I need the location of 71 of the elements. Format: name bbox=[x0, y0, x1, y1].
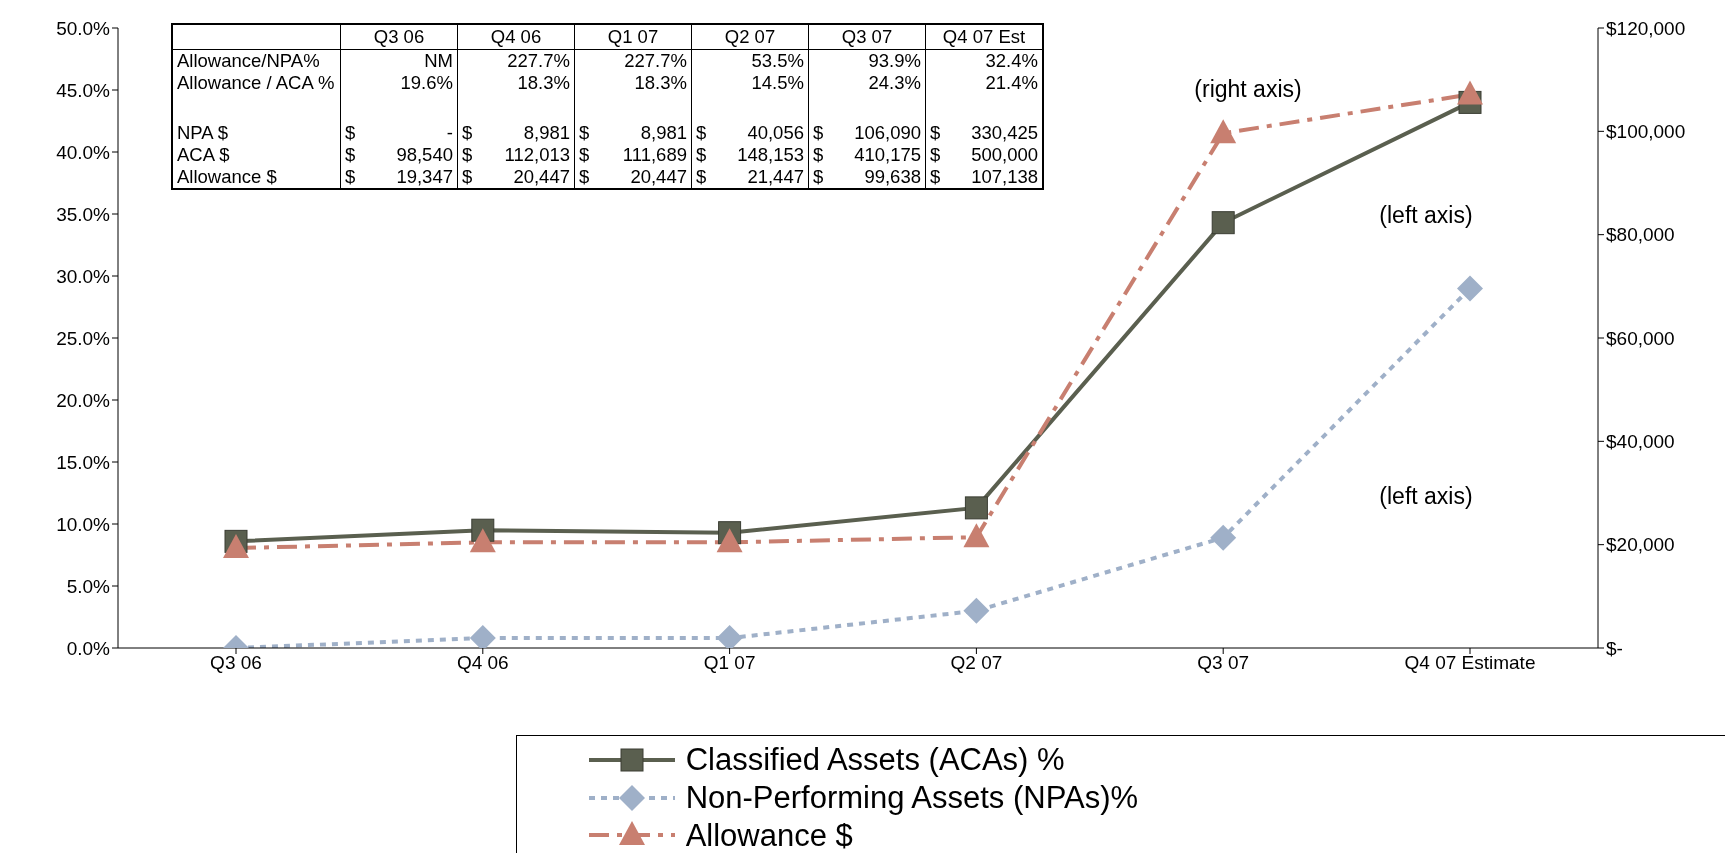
y-tick-label: 10.0% bbox=[56, 513, 111, 535]
text: $ 148,153 bbox=[696, 144, 804, 165]
annotation: Q4 06 bbox=[457, 24, 575, 50]
legend-label: Non-Performing Assets (NPAs)% bbox=[685, 779, 1139, 815]
annotation: Q2 07 bbox=[691, 24, 809, 50]
annotation: 53.5% bbox=[691, 49, 809, 72]
annotation: Allowance / ACA % bbox=[172, 72, 341, 94]
text: $ 112,013 bbox=[462, 144, 570, 165]
y2-tick-label: $100,000 bbox=[1606, 121, 1686, 143]
y-tick-label: 50.0% bbox=[56, 17, 111, 39]
y-tick-label: 45.0% bbox=[56, 79, 111, 101]
y-tick-label: 15.0% bbox=[56, 451, 111, 473]
y-tick-label: 25.0% bbox=[56, 327, 111, 349]
annotation: 227.7% bbox=[457, 49, 575, 72]
legend-label: Classified Assets (ACAs) % bbox=[685, 741, 1065, 777]
text: $ 111,689 bbox=[579, 144, 687, 165]
y2-tick-label: $80,000 bbox=[1606, 224, 1675, 246]
y-tick-label: 20.0% bbox=[56, 389, 111, 411]
annotation: Allowance/NPA% bbox=[172, 49, 341, 72]
y-tick-label: 35.0% bbox=[56, 203, 111, 225]
y2-tick-label: $20,000 bbox=[1606, 534, 1675, 556]
y-tick-label: 40.0% bbox=[56, 141, 111, 163]
annotation: 18.3% bbox=[457, 72, 575, 94]
text: $ 40,056 bbox=[696, 122, 804, 143]
text: $ 21,447 bbox=[696, 166, 804, 187]
annotation: Q4 07 Est bbox=[925, 24, 1043, 50]
text: $ - bbox=[345, 122, 453, 143]
y2-tick-label: $40,000 bbox=[1606, 431, 1675, 453]
annotation: ACA $ bbox=[172, 144, 341, 166]
legend-label: Allowance $ bbox=[685, 817, 853, 853]
text: $ 500,000 bbox=[930, 144, 1038, 165]
annotation: (left axis) bbox=[1379, 483, 1473, 510]
text: $ 20,447 bbox=[462, 166, 570, 187]
x-tick-label: Q2 07 bbox=[950, 652, 1003, 674]
x-tick-label: Q3 07 bbox=[1197, 652, 1250, 674]
annotation: Allowance $ bbox=[172, 166, 341, 189]
annotation: 24.3% bbox=[808, 72, 926, 94]
annotation: (left axis) bbox=[1379, 202, 1473, 229]
text: $ 8,981 bbox=[579, 122, 687, 143]
annotation: 14.5% bbox=[691, 72, 809, 94]
y-tick-label: 30.0% bbox=[56, 265, 111, 287]
text: $ 20,447 bbox=[579, 166, 687, 187]
text: $ 8,981 bbox=[462, 122, 570, 143]
annotation: 93.9% bbox=[808, 49, 926, 72]
text: $ 19,347 bbox=[345, 166, 453, 187]
y-tick-label: 5.0% bbox=[66, 575, 111, 597]
y2-tick-label: $60,000 bbox=[1606, 327, 1675, 349]
y-tick-label: 0.0% bbox=[66, 637, 111, 659]
text: $ 330,425 bbox=[930, 122, 1038, 143]
annotation: NPA $ bbox=[172, 122, 341, 144]
x-tick-label: Q4 06 bbox=[456, 652, 509, 674]
text: $ 107,138 bbox=[930, 166, 1038, 187]
text: $ 106,090 bbox=[813, 122, 921, 143]
annotation: 18.3% bbox=[574, 72, 692, 94]
annotation: Q3 07 bbox=[808, 24, 926, 50]
annotation: 19.6% bbox=[340, 72, 458, 94]
text: $ 99,638 bbox=[813, 166, 921, 187]
annotation: Q3 06 bbox=[340, 24, 458, 50]
annotation: NM bbox=[340, 49, 458, 72]
text: $ 410,175 bbox=[813, 144, 921, 165]
annotation: Q1 07 bbox=[574, 24, 692, 50]
annotation: 32.4% bbox=[925, 49, 1043, 72]
annotation: 21.4% bbox=[925, 72, 1043, 94]
x-tick-label: Q1 07 bbox=[703, 652, 756, 674]
text: $ 98,540 bbox=[345, 144, 453, 165]
y2-tick-label: $- bbox=[1606, 637, 1623, 659]
annotation: (right axis) bbox=[1194, 76, 1302, 103]
y2-tick-label: $120,000 bbox=[1606, 17, 1686, 39]
annotation: 227.7% bbox=[574, 49, 692, 72]
x-tick-label: Q4 07 Estimate bbox=[1404, 652, 1536, 674]
x-tick-label: Q3 06 bbox=[210, 652, 262, 674]
